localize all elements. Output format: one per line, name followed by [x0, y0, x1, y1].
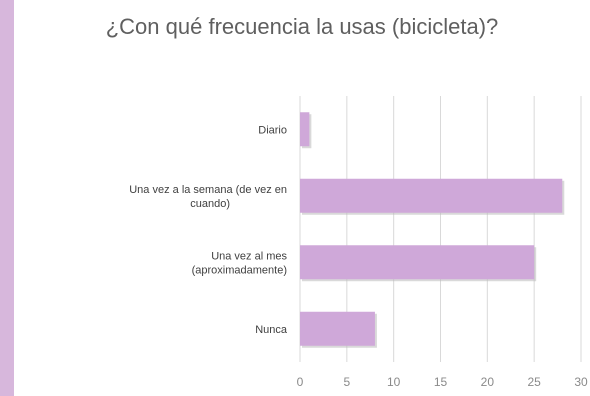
category-label: Diario — [258, 124, 287, 136]
chart-title: ¿Con qué frecuencia la usas (bicicleta)? — [105, 14, 499, 39]
bar-3 — [300, 311, 375, 346]
bar-1 — [300, 178, 563, 213]
x-tick-label: 5 — [343, 375, 350, 389]
category-label: Nunca — [255, 324, 288, 336]
x-tick-label: 20 — [481, 375, 495, 389]
bar-0 — [300, 112, 310, 147]
x-tick-label: 10 — [387, 375, 401, 389]
x-tick-label: 15 — [434, 375, 448, 389]
x-tick-label: 30 — [574, 375, 588, 389]
bar-2 — [300, 245, 535, 280]
category-label: Una vez al mes (aproximadamente) — [192, 250, 288, 276]
x-tick-label: 25 — [527, 375, 541, 389]
x-tick-label: 0 — [297, 375, 304, 389]
category-label: Una vez a la semana (de vez en cuando) — [129, 184, 287, 210]
